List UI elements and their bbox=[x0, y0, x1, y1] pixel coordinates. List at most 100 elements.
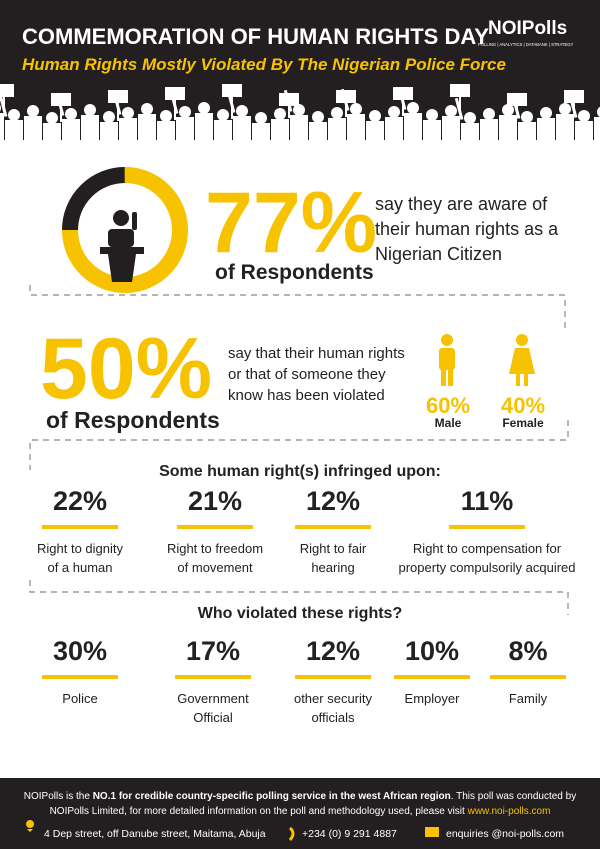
body bbox=[385, 117, 403, 145]
body bbox=[81, 115, 99, 145]
item-label: Right to dignity bbox=[37, 541, 123, 556]
body bbox=[252, 123, 270, 145]
item-underline bbox=[449, 525, 525, 529]
item-underline bbox=[42, 675, 118, 679]
item-label: of a human bbox=[47, 560, 112, 575]
subtitle: Human Rights Mostly Violated By The Nige… bbox=[22, 55, 506, 74]
arm bbox=[283, 89, 293, 112]
body bbox=[176, 117, 194, 145]
violators-list: 30% Police 17% Government Official 12% other s… bbox=[42, 636, 566, 725]
connector bbox=[29, 420, 569, 470]
item-label: Government bbox=[177, 691, 249, 706]
head bbox=[521, 111, 533, 123]
rights-list: 22% Right to dignity of a human 21% Right to… bbox=[37, 486, 576, 575]
item-underline bbox=[490, 675, 566, 679]
head bbox=[217, 109, 229, 121]
item-percent: 11% bbox=[461, 486, 514, 516]
footer-link[interactable]: www.noi-polls.com bbox=[467, 806, 551, 817]
item-percent: 17% bbox=[186, 636, 240, 666]
logo: NOIPolls bbox=[488, 18, 567, 39]
body bbox=[537, 118, 555, 145]
arm bbox=[55, 93, 65, 116]
text-line: say that their human rights bbox=[228, 345, 405, 362]
item-percent: 21% bbox=[188, 486, 242, 516]
body bbox=[575, 121, 593, 145]
body bbox=[366, 121, 384, 145]
arm bbox=[340, 88, 350, 111]
phone-icon bbox=[288, 826, 295, 841]
arm bbox=[169, 91, 179, 114]
head bbox=[179, 106, 191, 118]
aware-respondents: of Respondents bbox=[215, 261, 374, 284]
item-underline bbox=[394, 675, 470, 679]
body bbox=[62, 119, 80, 145]
placard bbox=[222, 84, 242, 97]
item-percent: 10% bbox=[405, 636, 459, 666]
body bbox=[0, 113, 4, 145]
body bbox=[5, 120, 23, 145]
placard bbox=[51, 93, 71, 106]
item-underline bbox=[42, 525, 118, 529]
arm bbox=[226, 90, 236, 113]
item-label: Right to freedom bbox=[167, 541, 263, 556]
footer-text: . This poll was conducted by bbox=[451, 791, 576, 802]
arm bbox=[454, 97, 464, 120]
head bbox=[122, 107, 134, 119]
body bbox=[423, 120, 441, 145]
violated-respondents: of Respondents bbox=[46, 407, 220, 433]
donut-remainder bbox=[62, 167, 188, 293]
arm bbox=[0, 94, 8, 117]
body bbox=[43, 123, 61, 145]
arm bbox=[112, 92, 122, 115]
body bbox=[100, 122, 118, 145]
item-underline bbox=[177, 525, 253, 529]
body bbox=[347, 114, 365, 145]
footer-phone: +234 (0) 9 291 4887 bbox=[302, 828, 397, 840]
text-line: know has been violated bbox=[228, 387, 385, 404]
item-underline bbox=[295, 675, 371, 679]
footer-email[interactable]: enquiries @noi-polls.com bbox=[446, 828, 564, 840]
placard bbox=[450, 84, 470, 97]
item-label: property compulsorily acquired bbox=[398, 560, 575, 575]
placard bbox=[564, 90, 584, 103]
arm bbox=[459, 94, 461, 115]
head bbox=[464, 112, 476, 124]
item-percent: 30% bbox=[53, 636, 107, 666]
title: COMMEMORATION OF HUMAN RIGHTS DAY bbox=[22, 24, 489, 49]
gender-label: Female bbox=[502, 416, 544, 430]
head bbox=[502, 104, 514, 116]
item-label: Official bbox=[193, 710, 233, 725]
head bbox=[8, 109, 20, 121]
item-percent: 22% bbox=[53, 486, 107, 516]
item-percent: 12% bbox=[306, 636, 360, 666]
gender: 60%Male 40%Female bbox=[426, 393, 545, 430]
body bbox=[461, 123, 479, 145]
head bbox=[141, 103, 153, 115]
head bbox=[46, 112, 58, 124]
footer-more: NOIPolls Limited, for more detailed info… bbox=[50, 806, 551, 817]
violators-heading: Who violated these rights? bbox=[198, 605, 402, 622]
head bbox=[84, 104, 96, 116]
body bbox=[309, 122, 327, 145]
pin-icon bbox=[26, 820, 35, 832]
placard bbox=[108, 90, 128, 103]
item-percent: 12% bbox=[306, 486, 360, 516]
item-label: Police bbox=[62, 691, 97, 706]
head bbox=[274, 108, 286, 120]
item-percent: 8% bbox=[508, 636, 547, 666]
text-line: or that of someone they bbox=[228, 366, 386, 383]
arm bbox=[511, 96, 521, 119]
item-label: of movement bbox=[177, 560, 253, 575]
body bbox=[195, 113, 213, 145]
item-label: Right to fair bbox=[300, 541, 367, 556]
head bbox=[483, 108, 495, 120]
violated-text: say that their human rights or that of so… bbox=[228, 345, 405, 404]
body bbox=[480, 119, 498, 145]
body bbox=[556, 114, 574, 145]
placard bbox=[0, 84, 14, 97]
footer-text: NOIPolls is the bbox=[24, 791, 93, 802]
head bbox=[65, 108, 77, 120]
footer-about: NOIPolls is the NO.1 for credible countr… bbox=[24, 791, 576, 802]
text-line: their human rights as a bbox=[375, 219, 559, 239]
